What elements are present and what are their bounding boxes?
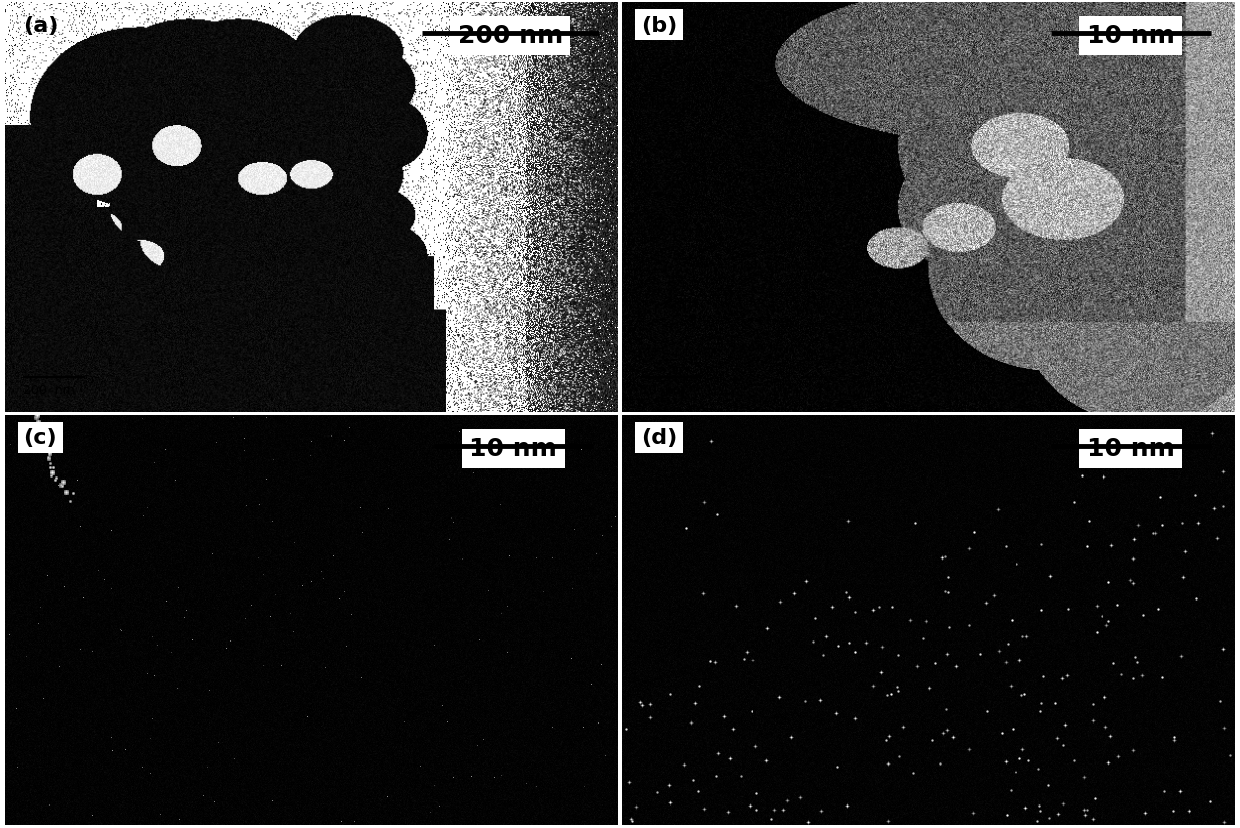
Text: 200 nm: 200 nm: [458, 24, 563, 48]
Text: 10 nm: 10 nm: [1087, 436, 1174, 460]
Text: (c): (c): [24, 428, 57, 448]
Text: (d): (d): [641, 428, 677, 448]
Text: (b): (b): [641, 16, 677, 36]
Text: 10 nm: 10 nm: [1087, 24, 1174, 48]
Text: 10  nm: 10 nm: [641, 383, 684, 397]
Text: 200  nm: 200 nm: [24, 383, 76, 397]
Text: 10 nm: 10 nm: [470, 436, 557, 460]
Text: (a): (a): [24, 16, 58, 36]
